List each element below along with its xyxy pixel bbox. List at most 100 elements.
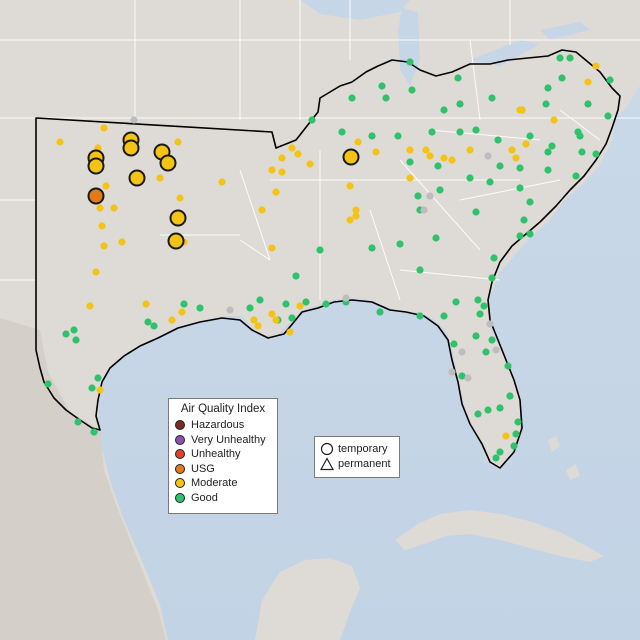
station-marker-good[interactable] — [488, 336, 496, 344]
station-marker-good[interactable] — [458, 372, 466, 380]
station-marker-good[interactable] — [516, 232, 524, 240]
station-marker-good[interactable] — [440, 312, 448, 320]
station-marker-good[interactable] — [382, 94, 390, 102]
station-marker-good[interactable] — [44, 380, 52, 388]
station-marker-moderate[interactable] — [100, 242, 108, 250]
station-marker-good[interactable] — [512, 430, 520, 438]
station-marker-moderate[interactable] — [278, 154, 286, 162]
station-marker-good[interactable] — [394, 132, 402, 140]
station-marker-good[interactable] — [504, 362, 512, 370]
station-marker-moderate[interactable] — [98, 222, 106, 230]
station-marker-moderate[interactable] — [296, 302, 304, 310]
station-marker-moderate[interactable] — [352, 212, 360, 220]
station-marker-good[interactable] — [578, 148, 586, 156]
station-marker-good[interactable] — [490, 254, 498, 262]
station-marker-moderate[interactable] — [118, 238, 126, 246]
station-marker-good[interactable] — [348, 94, 356, 102]
station-marker-no-data[interactable] — [226, 306, 234, 314]
station-marker-good[interactable] — [476, 310, 484, 318]
station-marker-good[interactable] — [456, 128, 464, 136]
station-marker-moderate[interactable] — [250, 316, 258, 324]
station-marker-moderate[interactable] — [426, 152, 434, 160]
station-marker-good[interactable] — [526, 198, 534, 206]
temporary-monitor-moderate[interactable] — [128, 169, 146, 187]
station-marker-moderate[interactable] — [466, 146, 474, 154]
station-marker-good[interactable] — [302, 298, 310, 306]
station-marker-good[interactable] — [488, 274, 496, 282]
station-marker-good[interactable] — [472, 208, 480, 216]
station-marker-good[interactable] — [434, 162, 442, 170]
station-marker-good[interactable] — [322, 300, 330, 308]
station-marker-good[interactable] — [70, 326, 78, 334]
station-marker-moderate[interactable] — [102, 182, 110, 190]
station-marker-good[interactable] — [396, 240, 404, 248]
station-marker-good[interactable] — [466, 174, 474, 182]
station-marker-moderate[interactable] — [512, 154, 520, 162]
station-marker-good[interactable] — [544, 84, 552, 92]
station-marker-moderate[interactable] — [592, 62, 600, 70]
station-marker-moderate[interactable] — [294, 150, 302, 158]
station-marker-good[interactable] — [256, 296, 264, 304]
station-marker-good[interactable] — [516, 184, 524, 192]
station-marker-good[interactable] — [526, 230, 534, 238]
station-marker-good[interactable] — [308, 116, 316, 124]
station-marker-good[interactable] — [474, 296, 482, 304]
temporary-monitor-moderate[interactable] — [122, 139, 140, 157]
station-marker-good[interactable] — [368, 132, 376, 140]
station-marker-moderate[interactable] — [268, 310, 276, 318]
station-marker-good[interactable] — [436, 186, 444, 194]
station-marker-moderate[interactable] — [286, 328, 294, 336]
station-marker-good[interactable] — [510, 442, 518, 450]
station-marker-good[interactable] — [288, 314, 296, 322]
station-marker-moderate[interactable] — [346, 182, 354, 190]
station-marker-good[interactable] — [454, 74, 462, 82]
station-marker-good[interactable] — [440, 106, 448, 114]
station-marker-good[interactable] — [584, 100, 592, 108]
station-marker-good[interactable] — [482, 348, 490, 356]
station-marker-moderate[interactable] — [406, 174, 414, 182]
station-marker-good[interactable] — [520, 216, 528, 224]
station-marker-no-data[interactable] — [484, 152, 492, 160]
station-marker-good[interactable] — [144, 318, 152, 326]
station-marker-good[interactable] — [150, 322, 158, 330]
station-marker-no-data[interactable] — [426, 192, 434, 200]
station-marker-moderate[interactable] — [268, 244, 276, 252]
station-marker-moderate[interactable] — [100, 124, 108, 132]
station-marker-moderate[interactable] — [92, 268, 100, 276]
station-marker-no-data[interactable] — [458, 348, 466, 356]
station-marker-moderate[interactable] — [502, 432, 510, 440]
station-marker-good[interactable] — [496, 162, 504, 170]
station-marker-good[interactable] — [378, 82, 386, 90]
station-marker-good[interactable] — [414, 192, 422, 200]
station-marker-good[interactable] — [74, 418, 82, 426]
station-marker-moderate[interactable] — [176, 194, 184, 202]
station-marker-good[interactable] — [484, 406, 492, 414]
station-marker-good[interactable] — [548, 142, 556, 150]
station-marker-no-data[interactable] — [492, 346, 500, 354]
station-marker-good[interactable] — [432, 234, 440, 242]
temporary-monitor-moderate[interactable] — [167, 232, 185, 250]
station-marker-good[interactable] — [406, 58, 414, 66]
station-marker-moderate[interactable] — [56, 138, 64, 146]
station-marker-good[interactable] — [526, 132, 534, 140]
temporary-monitor-usg[interactable] — [87, 187, 105, 205]
station-marker-moderate[interactable] — [550, 116, 558, 124]
station-marker-good[interactable] — [180, 300, 188, 308]
station-marker-no-data[interactable] — [486, 320, 494, 328]
station-marker-good[interactable] — [592, 150, 600, 158]
station-marker-good[interactable] — [452, 298, 460, 306]
station-marker-good[interactable] — [474, 410, 482, 418]
station-marker-moderate[interactable] — [178, 308, 186, 316]
station-marker-good[interactable] — [556, 54, 564, 62]
station-marker-good[interactable] — [514, 418, 522, 426]
station-marker-good[interactable] — [496, 448, 504, 456]
station-marker-good[interactable] — [574, 128, 582, 136]
station-marker-moderate[interactable] — [272, 188, 280, 196]
station-marker-good[interactable] — [558, 74, 566, 82]
station-marker-moderate[interactable] — [352, 206, 360, 214]
station-marker-no-data[interactable] — [130, 116, 138, 124]
station-marker-good[interactable] — [376, 308, 384, 316]
station-marker-good[interactable] — [488, 94, 496, 102]
station-marker-good[interactable] — [338, 128, 346, 136]
station-marker-good[interactable] — [450, 340, 458, 348]
